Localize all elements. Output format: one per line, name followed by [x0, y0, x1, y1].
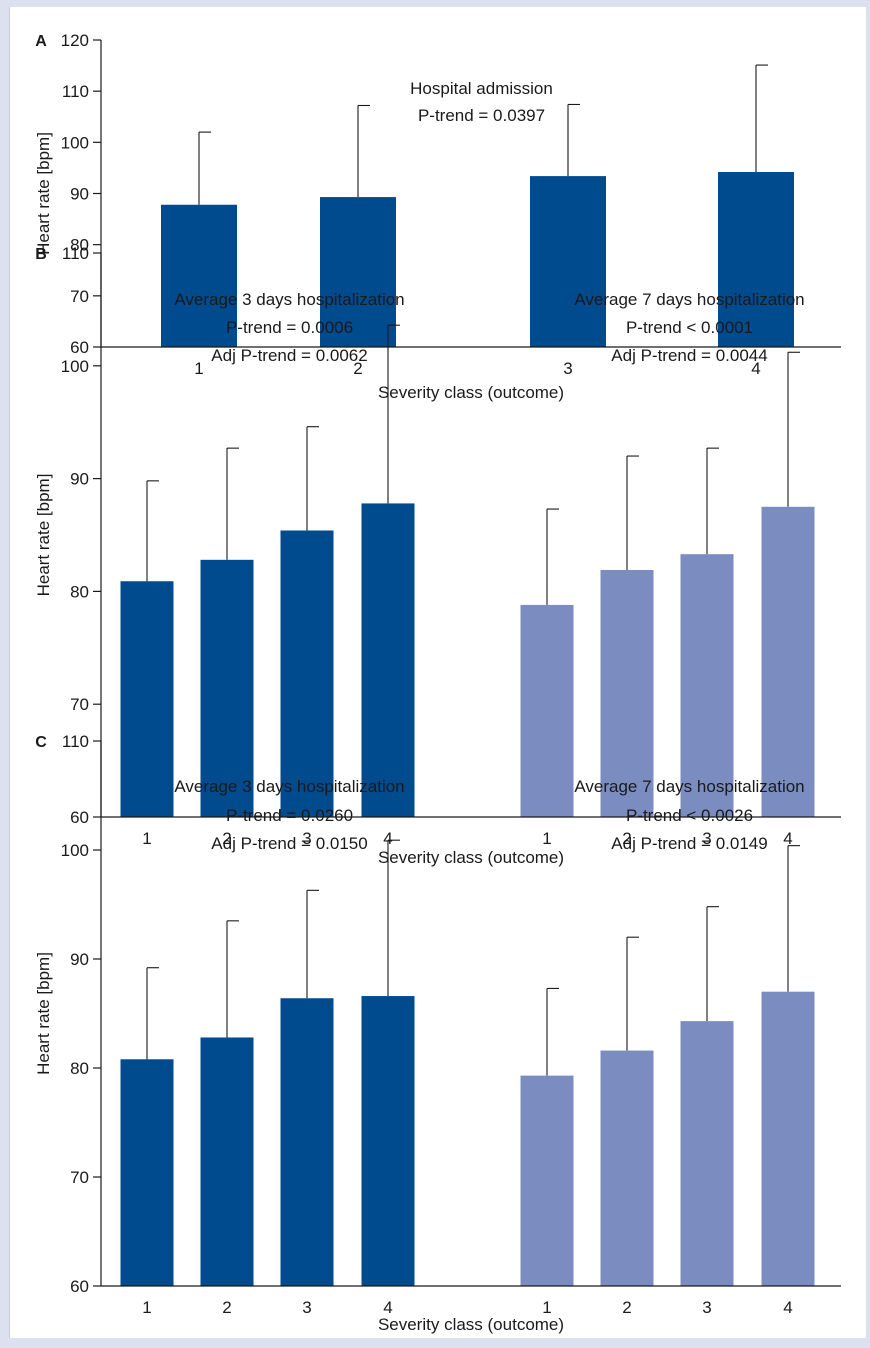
panel-b-x-tick-label: 2	[222, 829, 231, 848]
panel-b-annotation: Average 3 days hospitalization	[174, 290, 404, 309]
panel-c-x-axis-title: Severity class (outcome)	[378, 1315, 564, 1334]
panel-b-bar	[280, 530, 334, 817]
panel-a-letter: A	[35, 33, 47, 50]
panel-b-annotation: Adj P-trend = 0.0062	[211, 346, 367, 365]
panel-a-x-tick-label: 1	[194, 359, 203, 378]
panel-b-y-axis-title: Heart rate [bpm]	[34, 474, 53, 597]
panel-b-y-tick-label: 90	[70, 470, 89, 489]
panel-b-x-tick-label: 2	[622, 829, 631, 848]
panel-b-bar	[520, 604, 574, 817]
panel-a-bar	[718, 172, 794, 347]
panel-a-bar	[161, 204, 237, 347]
panel-b-x-tick-label: 1	[542, 829, 551, 848]
panel-b-x-tick-label: 4	[383, 829, 392, 848]
panel-a-annotation: P-trend = 0.0397	[418, 106, 545, 125]
panel-a-y-tick-label: 120	[61, 31, 89, 50]
panel-c-bar	[600, 1050, 654, 1286]
panel-b-annotation: P-trend < 0.0001	[626, 318, 753, 337]
panel-a-x-tick-label: 3	[563, 359, 572, 378]
panel-b-y-tick-label: 60	[70, 808, 89, 827]
panel-b-y-tick-label: 110	[62, 244, 89, 263]
panel-c-bar	[280, 998, 334, 1286]
panel-c-annotation: Adj P-trend = 0.0150	[211, 834, 367, 853]
panel-a-y-tick-label: 60	[70, 338, 89, 357]
panel-b-annotation: Adj P-trend = 0.0044	[611, 346, 767, 365]
panel-b-bar	[200, 559, 254, 817]
panel-c-letter: C	[35, 734, 47, 751]
panel-c-x-tick-label: 4	[783, 1298, 792, 1317]
panel-a-y-tick-label: 100	[61, 133, 89, 152]
panel-b-x-tick-label: 1	[142, 829, 151, 848]
panel-b-x-tick-label: 3	[702, 829, 711, 848]
panel-c-x-tick-label: 1	[142, 1298, 151, 1317]
panel-c-y-tick-label: 70	[70, 1168, 89, 1187]
panel-c-y-tick-label: 110	[62, 732, 89, 751]
panel-a-x-tick-label: 2	[353, 359, 362, 378]
panel-c-annotation: P-trend = 0.0260	[226, 806, 353, 825]
panel-c-y-tick-label: 60	[70, 1277, 89, 1296]
panel-c-y-tick-label: 90	[70, 950, 89, 969]
panel-a-y-tick-label: 90	[70, 185, 89, 204]
panel-b-annotation: P-trend = 0.0006	[226, 318, 353, 337]
panel-c-x-tick-label: 2	[222, 1298, 231, 1317]
panel-a-y-tick-label: 80	[70, 236, 89, 255]
panel-b-y-tick-label: 100	[61, 357, 89, 376]
panel-b-bar	[361, 503, 415, 817]
panel-a-y-tick-label: 110	[62, 82, 89, 101]
panel-b-x-tick-label: 4	[783, 829, 792, 848]
panel-c-y-tick-label: 80	[70, 1059, 89, 1078]
panel-b-x-tick-label: 3	[302, 829, 311, 848]
panel-c-annotation: Adj P-trend = 0.0149	[611, 834, 767, 853]
panel-a-y-tick-label: 70	[70, 287, 89, 306]
panel-b-letter: B	[35, 246, 47, 263]
chart-svg: 60 70 80 90 100 110 120 A Heart rate [bpm] 1 2 3 4 Ho…	[34, 31, 841, 1334]
panel-b-bar	[761, 506, 815, 817]
panel-b-y-tick-label: 80	[70, 582, 89, 601]
panel-c-annotation: Average 3 days hospitalization	[174, 777, 404, 796]
panel-c-bar	[120, 1059, 174, 1286]
panel-a-bar	[530, 176, 606, 347]
panel-b-annotation: Average 7 days hospitalization	[574, 290, 804, 309]
panel-c-y-axis-title: Heart rate [bpm]	[34, 952, 53, 1075]
panel-b-bar	[120, 581, 174, 817]
panel-c-bar	[361, 996, 415, 1286]
panel-c-bar	[680, 1021, 734, 1286]
panel-a-annotation: Hospital admission	[410, 79, 553, 98]
panel-c-bar	[520, 1075, 574, 1286]
panel-b-bar	[680, 554, 734, 817]
panel-a-y-axis-title: Heart rate [bpm]	[34, 132, 53, 255]
panel-a-bar	[320, 197, 396, 347]
panel-c-y-tick-label: 100	[61, 841, 89, 860]
panel-c-bar	[200, 1037, 254, 1286]
panel-b-y-tick-label: 70	[70, 695, 89, 714]
panel-a-x-tick-label: 4	[751, 359, 760, 378]
panel-c-bar	[761, 991, 815, 1286]
panel-b-x-axis-title: Severity class (outcome)	[378, 848, 564, 867]
panel-c-x-tick-label: 4	[383, 1298, 392, 1317]
figure: 60 70 80 90 100 110 120 A Heart rate [bpm] 1 2 3 4 Ho…	[9, 7, 866, 1338]
panel-c-annotation: Average 7 days hospitalization	[574, 777, 804, 796]
panel-c-annotation: P-trend < 0.0026	[626, 806, 753, 825]
panel-a-x-axis-title: Severity class (outcome)	[378, 383, 564, 402]
panel-c-x-tick-label: 2	[622, 1298, 631, 1317]
panel-c-x-tick-label: 3	[302, 1298, 311, 1317]
panel-c-x-tick-label: 3	[702, 1298, 711, 1317]
panel-b-bar	[600, 569, 654, 817]
panel-c-x-tick-label: 1	[542, 1298, 551, 1317]
